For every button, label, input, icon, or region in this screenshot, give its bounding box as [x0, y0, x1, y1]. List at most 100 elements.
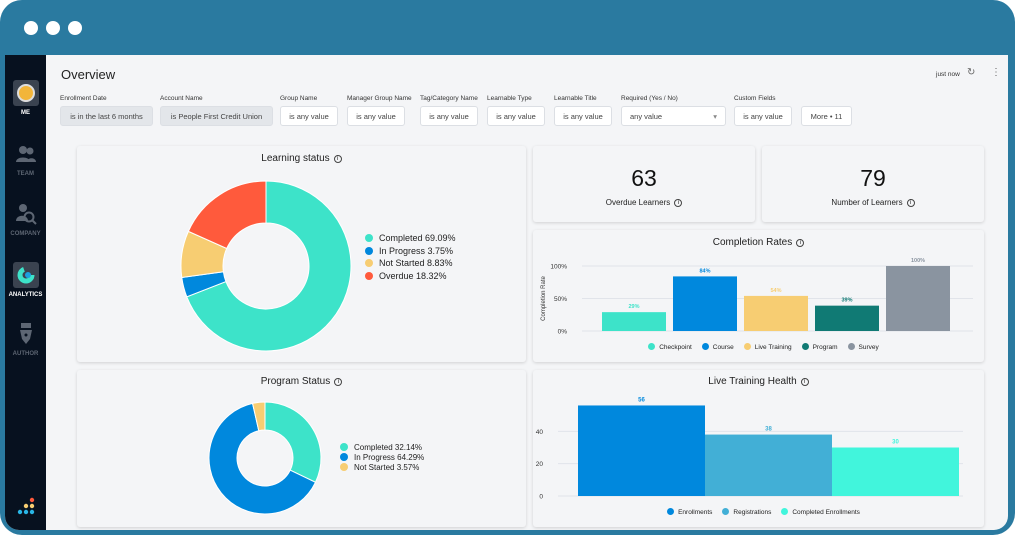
donut-slice-in-progress[interactable] — [208, 402, 317, 515]
legend-item[interactable]: Survey — [838, 343, 879, 351]
sidebar-item-analytics[interactable]: ANALYTICS — [5, 262, 46, 298]
legend-item[interactable]: Checkpoint — [638, 343, 692, 351]
sidebar-item-team[interactable]: TEAM — [5, 141, 46, 177]
legend-item[interactable]: Completed Enrollments — [771, 508, 860, 516]
legend-label: Course — [712, 344, 734, 351]
legend-label: Checkpoint — [659, 344, 692, 351]
refresh-icon[interactable]: ↻ — [967, 67, 976, 78]
bar-checkpoint[interactable] — [602, 312, 666, 331]
legend-item[interactable]: Live Training — [734, 343, 792, 351]
filter-value-button[interactable]: is any value — [280, 106, 338, 126]
legend-item[interactable]: Registrations — [712, 508, 771, 516]
legend-label: Live Training — [754, 344, 792, 351]
filter-value-button[interactable]: is any value — [487, 106, 545, 126]
donut-slice-completed[interactable] — [186, 180, 352, 352]
filter-label: Required (Yes / No) — [621, 95, 678, 102]
filter-value-button[interactable]: is any value — [734, 106, 792, 126]
kpi-label: Number of Learners — [831, 198, 903, 207]
donut-slice-completed[interactable] — [264, 401, 322, 483]
pen-nib-icon — [13, 321, 39, 347]
info-icon[interactable]: i — [334, 378, 343, 386]
legend-label: Overdue 18.32% — [379, 270, 447, 281]
legend-swatch — [365, 271, 373, 280]
legend-item[interactable]: Not Started 8.83% — [365, 257, 456, 270]
info-icon[interactable]: i — [906, 199, 915, 207]
bar-course[interactable] — [673, 276, 737, 331]
legend-swatch — [781, 508, 789, 515]
y-tick-label: 20 — [536, 461, 544, 468]
filter-value-button[interactable]: is any value — [420, 106, 478, 126]
legend-item[interactable]: Program — [792, 343, 838, 351]
filter-value: is People First Credit Union — [170, 111, 263, 121]
info-icon[interactable]: i — [796, 239, 805, 247]
more-filters-button[interactable]: More • 11 — [801, 106, 852, 126]
filter-value-button[interactable]: any value ▾ — [621, 106, 726, 126]
filter-value-button[interactable]: is in the last 6 months — [60, 106, 153, 126]
data-label: 56 — [638, 397, 645, 403]
info-icon[interactable]: i — [333, 155, 342, 163]
window-dot — [24, 21, 38, 35]
kebab-icon[interactable]: ⋮ — [991, 67, 1001, 78]
legend-swatch — [722, 508, 730, 515]
bar-survey[interactable] — [886, 266, 950, 331]
donut-slice-not-started[interactable] — [251, 401, 266, 432]
legend-item[interactable]: In Progress 3.75% — [365, 245, 456, 258]
bar-completed-enrollments[interactable] — [832, 447, 959, 497]
legend-label: Completed Enrollments — [792, 509, 860, 516]
legend-item[interactable]: Completed 69.09% — [365, 232, 456, 245]
info-icon[interactable]: i — [800, 378, 809, 386]
sidebar-item-label: AUTHOR — [12, 351, 39, 357]
team-icon — [13, 141, 39, 167]
y-axis-label: Completion Rate — [541, 275, 547, 320]
filter-value-button[interactable]: is People First Credit Union — [160, 106, 273, 126]
filter-value: any value — [630, 111, 663, 121]
filter-value: is any value — [563, 111, 603, 121]
legend: Completed 32.14% In Progress 64.29% Not St… — [340, 443, 424, 473]
bar-registrations[interactable] — [705, 434, 832, 496]
filter-label: Custom Fields — [734, 95, 776, 102]
filter-value: is any value — [496, 111, 536, 121]
legend-swatch — [340, 453, 348, 461]
analytics-icon — [12, 262, 39, 288]
legend-label: In Progress 64.29% — [354, 453, 425, 462]
bar-enrollments[interactable] — [578, 405, 705, 496]
sidebar: ME TEAM COMPANY ANALYTICS AUTHOR — [5, 55, 46, 530]
filter-value: is any value — [743, 111, 783, 121]
sidebar-item-company[interactable]: COMPANY — [5, 201, 46, 237]
sidebar-item-me[interactable]: ME — [5, 80, 46, 116]
filter-label: Group Name — [280, 95, 318, 102]
avatar-icon — [12, 80, 39, 106]
legend-item[interactable]: In Progress 64.29% — [340, 453, 424, 463]
donut-slice-overdue[interactable] — [187, 180, 267, 250]
legend-swatch — [847, 343, 855, 350]
sidebar-item-label: COMPANY — [10, 231, 41, 237]
data-label: 38 — [765, 427, 772, 433]
sidebar-item-author[interactable]: AUTHOR — [5, 321, 46, 357]
last-updated: just now — [936, 71, 960, 78]
app-screen: ME TEAM COMPANY ANALYTICS AUTHOR Overvie… — [5, 55, 1008, 530]
live-training-health-chart: 0 20 40 56 38 30 — [536, 397, 963, 501]
legend: Completed 69.09% In Progress 3.75% Not Sta… — [365, 232, 456, 282]
legend-swatch — [743, 343, 751, 350]
completion-rates-card: Completion Rates i 0% 50% 100% Completion Ra… — [533, 230, 984, 362]
program-status-card: Program Status i Completed 32.14% In Progr… — [77, 370, 526, 527]
bar-program[interactable] — [815, 305, 879, 331]
legend-swatch — [365, 234, 373, 242]
legend: Enrollments Registrations Completed Enroll… — [533, 508, 984, 516]
sidebar-item-label: ME — [21, 110, 30, 116]
window-dot — [46, 21, 60, 35]
bar-live-training[interactable] — [744, 295, 808, 331]
info-icon[interactable]: i — [674, 199, 683, 207]
legend-item[interactable]: Enrollments — [657, 508, 712, 516]
filter-label: Learnable Type — [487, 95, 532, 102]
filter-value-button[interactable]: is any value — [554, 106, 612, 126]
data-label: 100% — [911, 258, 925, 264]
card-title: Live Training Health — [708, 376, 797, 387]
filter-value-button[interactable]: is any value — [347, 106, 405, 126]
learning-status-donut — [180, 180, 352, 352]
legend-item[interactable]: Overdue 18.32% — [365, 270, 456, 283]
legend-item[interactable]: Not Started 3.57% — [340, 463, 424, 473]
legend-item[interactable]: Completed 32.14% — [340, 443, 424, 453]
legend-item[interactable]: Course — [692, 343, 734, 351]
window-dot — [68, 21, 82, 35]
